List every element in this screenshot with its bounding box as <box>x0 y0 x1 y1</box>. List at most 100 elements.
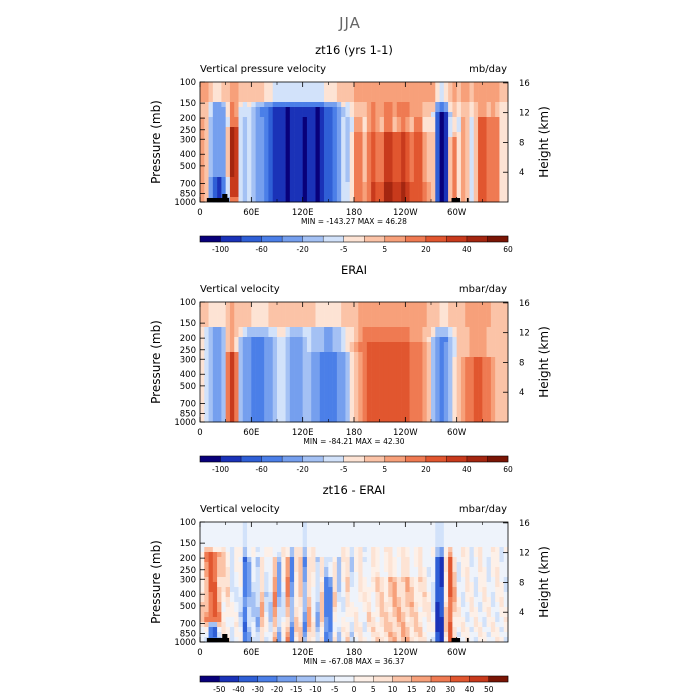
colorbar-swatch <box>241 456 262 462</box>
y-tick-label: 100 <box>180 78 196 88</box>
heatmap-cell <box>499 92 505 98</box>
heatmap-cell <box>495 107 500 113</box>
heatmap-cell <box>396 417 402 423</box>
heatmap-cell <box>294 362 299 368</box>
heatmap-cell <box>478 417 483 423</box>
y-tick-label: 150 <box>180 319 196 329</box>
heatmap-cell <box>443 177 449 183</box>
heatmap-cell <box>251 107 256 113</box>
heatmap-cell <box>490 597 496 603</box>
heatmap-cell <box>413 157 419 163</box>
heatmap-cell <box>358 587 363 593</box>
heatmap-cell <box>371 357 376 363</box>
heatmap-cell <box>336 522 342 528</box>
heatmap-cell <box>362 107 368 113</box>
heatmap-cell <box>259 577 265 583</box>
heatmap-cell <box>200 397 205 403</box>
heatmap-cell <box>324 172 329 178</box>
heatmap-cell <box>396 562 402 568</box>
heatmap-cell <box>499 162 505 168</box>
y-tick-label: 400 <box>180 150 196 160</box>
heatmap-cell <box>503 152 509 158</box>
heatmap-cell <box>259 607 265 613</box>
heatmap-cell <box>456 347 462 353</box>
heatmap-cell <box>379 417 385 423</box>
heatmap-cell <box>217 332 222 338</box>
heatmap-cell <box>289 332 295 338</box>
heatmap-cell <box>200 172 205 178</box>
heatmap-cell <box>409 177 415 183</box>
heatmap-cell <box>439 187 445 193</box>
colorbar: -100 -60 -20 -5 5 20 40 60 <box>199 235 513 254</box>
heatmap-cell <box>302 87 308 93</box>
heatmap-cell <box>272 572 278 578</box>
heatmap-cell <box>396 322 402 328</box>
heatmap-cell <box>298 547 303 553</box>
x-tick-label: 120E <box>292 208 314 218</box>
heatmap-cell <box>358 307 363 313</box>
heatmap-cell <box>328 137 333 143</box>
heatmap-cell <box>409 352 415 358</box>
heatmap-cell <box>200 152 205 158</box>
heatmap-cell <box>328 587 333 593</box>
heatmap-cell <box>328 327 333 333</box>
heatmap-cell <box>362 112 368 118</box>
heatmap-cell <box>302 132 308 138</box>
heatmap-cell <box>294 117 299 123</box>
heatmap-cell <box>208 142 214 148</box>
heatmap-cell <box>465 112 470 118</box>
heatmap-cell <box>490 112 496 118</box>
heatmap-cell <box>234 367 239 373</box>
heatmap-cell <box>259 377 265 383</box>
heatmap-cell <box>482 537 487 543</box>
heatmap-cell <box>439 152 445 158</box>
heatmap-cell <box>264 397 269 403</box>
heatmap-cell <box>247 322 252 328</box>
heatmap-cell <box>422 367 428 373</box>
heatmap-cell <box>358 557 363 563</box>
heatmap-cell <box>234 117 239 123</box>
heatmap-cell <box>409 382 415 388</box>
heatmap-cell <box>345 347 351 353</box>
heatmap-cell <box>251 152 256 158</box>
heatmap-cell <box>289 342 295 348</box>
heatmap-cell <box>315 127 321 133</box>
heatmap-cell <box>306 392 312 398</box>
heatmap-cell <box>289 612 295 618</box>
heatmap-cell <box>473 172 479 178</box>
heatmap-cell <box>229 527 235 533</box>
heatmap-cell <box>225 162 231 168</box>
heatmap-cell <box>289 372 295 378</box>
heatmap-cell <box>490 92 496 98</box>
heatmap-cell <box>229 402 235 408</box>
heatmap-cell <box>473 87 479 93</box>
heatmap-cell <box>495 142 500 148</box>
heatmap-cell <box>362 87 368 93</box>
heatmap-cell <box>251 102 256 108</box>
heatmap-cell <box>204 152 209 158</box>
heatmap-cell <box>289 367 295 373</box>
heatmap-cell <box>396 357 402 363</box>
heatmap-cell <box>217 582 222 588</box>
heatmap-cell <box>448 417 453 423</box>
heatmap-cell <box>443 142 449 148</box>
heatmap-cell <box>229 562 235 568</box>
heatmap-cell <box>366 397 372 403</box>
heatmap-cell <box>212 102 218 108</box>
heatmap-cell <box>349 127 355 133</box>
heatmap-cell <box>255 542 261 548</box>
heatmap-cell <box>311 572 316 578</box>
heatmap-cell <box>499 187 505 193</box>
heatmap-cell <box>435 362 440 368</box>
heatmap-cell <box>383 522 389 528</box>
heatmap-cell <box>465 172 470 178</box>
heatmap-cell <box>259 162 265 168</box>
heatmap-cell <box>413 367 419 373</box>
heatmap-cell <box>281 92 286 98</box>
heatmap-cell <box>208 417 214 423</box>
heatmap-cell <box>379 382 385 388</box>
heatmap-cell <box>431 302 436 308</box>
heatmap-cell <box>272 147 278 153</box>
heatmap-cell <box>379 402 385 408</box>
heatmap-cell <box>456 582 462 588</box>
